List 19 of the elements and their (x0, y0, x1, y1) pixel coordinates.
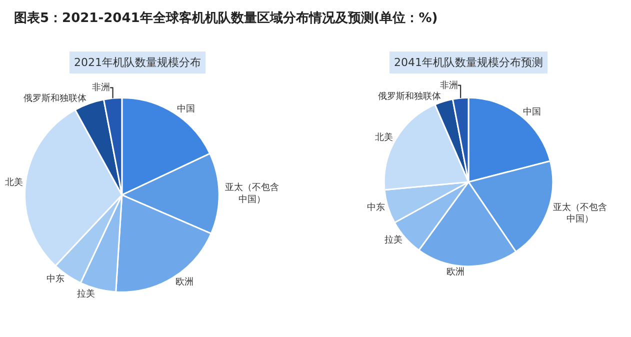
slice-label: 俄罗斯和独联体 (23, 93, 86, 104)
slice-label: 俄罗斯和独联体 (378, 90, 441, 102)
slice-label: 亚太（不包含中国） (553, 202, 608, 225)
slice-label: 北美 (375, 132, 394, 144)
slice-label: 中国 (176, 103, 195, 114)
slice-label: 亚太（不包含中国） (224, 182, 279, 205)
slice-label: 欧洲 (446, 266, 464, 278)
slice-label: 中国 (522, 106, 541, 118)
slice-label: 拉美 (77, 288, 96, 300)
slice-label: 拉美 (384, 234, 402, 246)
slice-label: 北美 (4, 177, 23, 188)
slice-label: 中东 (46, 274, 65, 285)
slice-label: 中东 (367, 202, 386, 213)
chart-title: 图表5：2021-2041年全球客机机队数量区域分布情况及预测(单位：%) (14, 10, 438, 26)
slice-label: 非洲 (440, 80, 458, 91)
chart-subtitle: 2041年机队数量规模分布预测 (394, 56, 543, 69)
slice-label: 欧洲 (175, 276, 194, 288)
chart-subtitle: 2021年机队数量规模分布 (74, 56, 201, 69)
slice-label: 非洲 (92, 82, 110, 94)
